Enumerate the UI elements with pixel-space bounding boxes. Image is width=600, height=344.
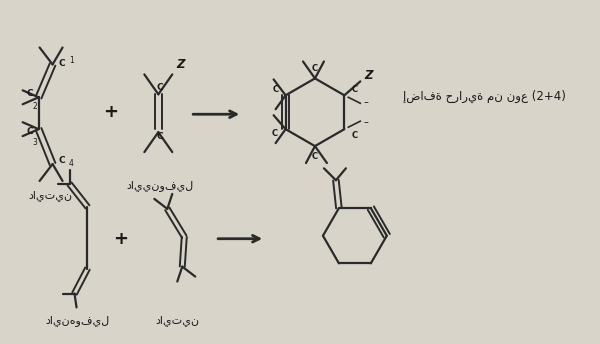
Text: 3: 3 [32,138,37,147]
Text: –: – [364,117,369,127]
Text: 1: 1 [69,56,74,65]
Text: –: – [364,97,369,107]
Text: 2: 2 [32,102,37,111]
Text: 4: 4 [69,159,74,168]
Text: C: C [351,131,358,140]
Text: C: C [312,64,318,73]
Text: C: C [26,127,33,136]
Text: Z: Z [176,58,185,71]
Text: C: C [156,83,163,92]
Text: داينهوفيل: داينهوفيل [46,315,110,326]
Text: C: C [312,152,318,161]
Text: Z: Z [364,69,373,82]
Text: +: + [113,230,128,248]
Text: C: C [58,155,65,164]
Text: دايتين: دايتين [29,191,73,201]
Text: C: C [272,85,278,94]
Text: C: C [156,132,163,141]
Text: إضافة حرارية من نوع (2+4): إضافة حرارية من نوع (2+4) [403,90,566,103]
Text: دايينوفيل: دايينوفيل [127,181,194,191]
Text: دايتين: دايتين [155,315,199,326]
Text: C: C [351,85,358,94]
Text: C: C [58,59,65,68]
Text: C: C [26,89,33,98]
Text: C: C [272,129,278,138]
Text: +: + [103,103,118,121]
